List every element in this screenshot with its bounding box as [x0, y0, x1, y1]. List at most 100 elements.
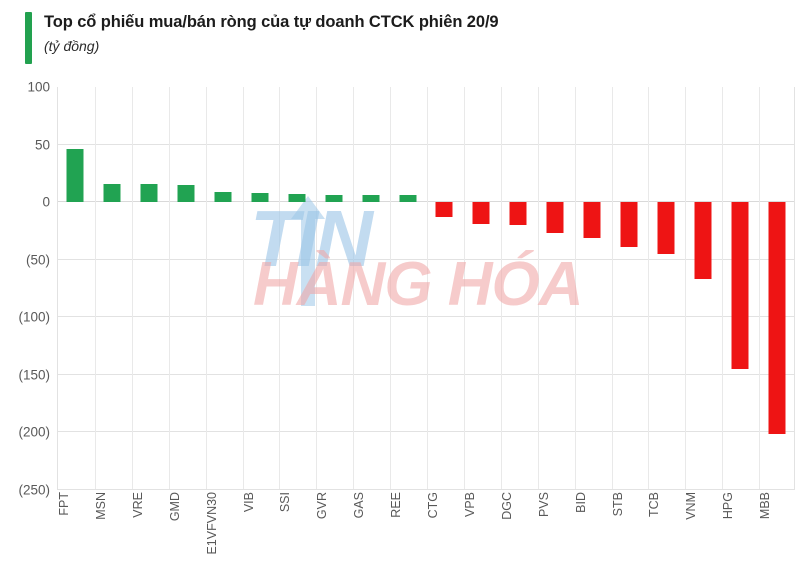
x-tick-label-e1vfvn30: E1VFVN30	[204, 492, 219, 555]
gridline	[58, 316, 794, 318]
bar-tcb[interactable]	[657, 202, 675, 254]
y-tick-label: 100	[27, 79, 50, 95]
bar-column[interactable]	[758, 87, 795, 490]
bar-column[interactable]	[278, 87, 315, 490]
vertical-gridline	[685, 87, 686, 489]
gridline	[58, 143, 794, 145]
x-tick-label-ssi: SSI	[278, 492, 293, 513]
bar-column[interactable]	[426, 87, 463, 490]
bar-column[interactable]	[389, 87, 426, 490]
vertical-gridline	[722, 87, 723, 489]
x-tick-label-ree: REE	[389, 492, 404, 518]
bar-gmd[interactable]	[177, 184, 195, 203]
x-tick-label-fpt: FPT	[57, 492, 71, 516]
bar-hpg[interactable]	[731, 202, 749, 370]
page-title: Top cổ phiếu mua/bán ròng của tự doanh C…	[44, 13, 499, 31]
bar-vre[interactable]	[140, 183, 158, 203]
y-tick-label: (100)	[18, 309, 50, 325]
x-tick-label-dgc: DGC	[499, 492, 514, 520]
y-tick-label: (50)	[25, 252, 50, 268]
bar-column[interactable]	[131, 87, 168, 490]
vertical-gridline	[648, 87, 649, 489]
x-tick-label-vnm: VNM	[684, 492, 699, 520]
x-tick-label-vpb: VPB	[462, 492, 477, 518]
bar-column[interactable]	[574, 87, 611, 490]
bar-ree[interactable]	[399, 195, 417, 203]
x-tick-label-hpg: HPG	[721, 492, 736, 520]
bar-column[interactable]	[463, 87, 500, 490]
gridline	[58, 258, 794, 260]
bar-column[interactable]	[721, 87, 758, 490]
zero-line	[58, 201, 794, 203]
vertical-gridline	[132, 87, 133, 489]
bar-ctg[interactable]	[435, 202, 453, 218]
bar-column[interactable]	[647, 87, 684, 490]
title-accent-bar	[25, 12, 32, 64]
y-tick-label: (250)	[18, 482, 50, 498]
chart-unit-subtitle: (tỷ đồng)	[44, 38, 100, 54]
bar-series	[57, 87, 795, 490]
vertical-gridline	[538, 87, 539, 489]
x-tick-label-mbb: MBB	[758, 492, 773, 520]
x-tick-label-gmd: GMD	[167, 492, 182, 522]
bar-gas[interactable]	[362, 195, 380, 203]
x-axis-labels: FPT MSN VRE GMD E1VFVN30 VIB SSI GVR GAS REE CTG VP…	[57, 492, 795, 588]
bar-dgc[interactable]	[509, 202, 527, 226]
vertical-gridline	[95, 87, 96, 489]
plot-area	[57, 87, 795, 490]
bar-vib[interactable]	[251, 192, 269, 203]
bar-pvs[interactable]	[546, 202, 564, 234]
vertical-gridline	[501, 87, 502, 489]
bar-stb[interactable]	[620, 202, 638, 248]
bar-column[interactable]	[315, 87, 352, 490]
bar-column[interactable]	[611, 87, 648, 490]
vertical-gridline	[759, 87, 760, 489]
vertical-gridline	[464, 87, 465, 489]
y-tick-label: (200)	[18, 424, 50, 440]
bar-vpb[interactable]	[472, 202, 490, 225]
bar-column[interactable]	[352, 87, 389, 490]
vertical-gridline	[279, 87, 280, 489]
vertical-gridline	[353, 87, 354, 489]
bar-vnm[interactable]	[694, 202, 712, 280]
bar-column[interactable]	[168, 87, 205, 490]
bar-column[interactable]	[500, 87, 537, 490]
vertical-gridline	[390, 87, 391, 489]
bar-column[interactable]	[537, 87, 574, 490]
x-tick-label-gvr: GVR	[315, 492, 330, 520]
bar-gvr[interactable]	[325, 195, 343, 203]
bar-column[interactable]	[205, 87, 242, 490]
y-tick-label: 50	[34, 137, 50, 153]
bar-column[interactable]	[57, 87, 94, 490]
y-tick-label: 0	[42, 194, 50, 210]
bar-bid[interactable]	[583, 202, 601, 238]
bar-fpt[interactable]	[66, 149, 84, 203]
x-tick-label-bid: BID	[573, 492, 588, 513]
vertical-gridline	[243, 87, 244, 489]
bar-column[interactable]	[684, 87, 721, 490]
vertical-gridline	[427, 87, 428, 489]
x-tick-label-pvs: PVS	[536, 492, 551, 518]
x-tick-label-gas: GAS	[352, 492, 367, 519]
vertical-gridline	[575, 87, 576, 489]
x-tick-label-ctg: CTG	[426, 492, 440, 519]
vertical-gridline	[169, 87, 170, 489]
vertical-gridline	[206, 87, 207, 489]
y-tick-label: (150)	[18, 367, 50, 383]
bar-ssi[interactable]	[288, 194, 306, 203]
vertical-gridline	[612, 87, 613, 489]
bar-e1vfvn30[interactable]	[214, 191, 232, 203]
gridline	[58, 489, 794, 490]
x-tick-label-msn: MSN	[93, 492, 108, 520]
bar-msn[interactable]	[103, 183, 121, 203]
bar-column[interactable]	[242, 87, 279, 490]
x-tick-label-tcb: TCB	[647, 492, 662, 517]
bar-mbb[interactable]	[768, 202, 786, 434]
y-axis: 100 50 0 (50) (100) (150) (200) (250)	[0, 0, 50, 588]
x-tick-label-stb: STB	[610, 492, 625, 517]
bar-column[interactable]	[94, 87, 131, 490]
x-tick-label-vib: VIB	[241, 492, 256, 513]
x-tick-label-vre: VRE	[130, 492, 145, 518]
gridline	[58, 373, 794, 375]
